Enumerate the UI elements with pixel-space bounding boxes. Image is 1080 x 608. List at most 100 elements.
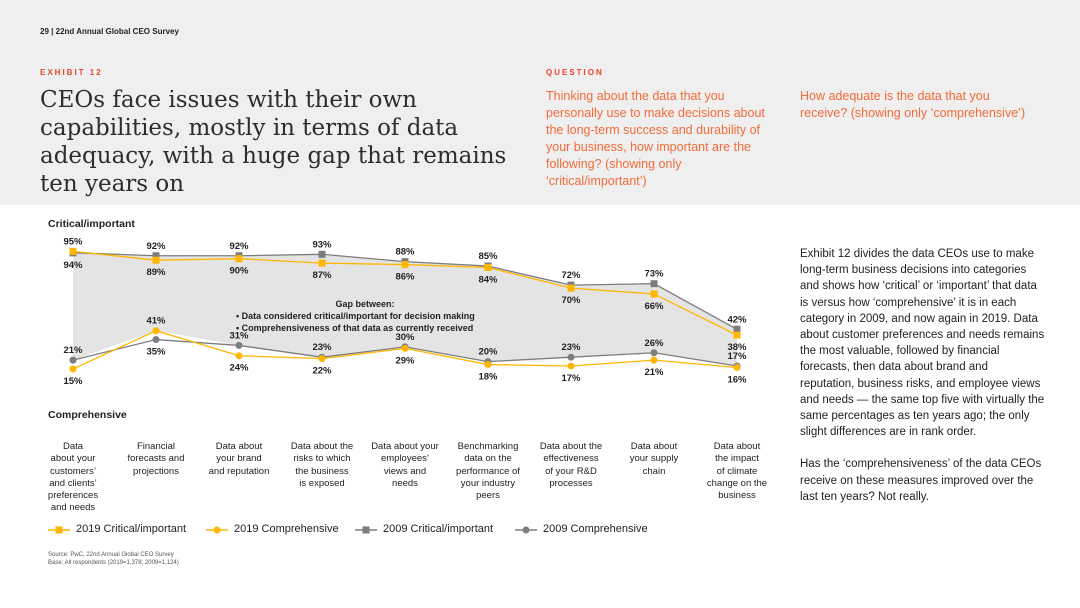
page-meta: 29 | 22nd Annual Global CEO Survey	[40, 27, 179, 36]
data-label: 66%	[644, 301, 664, 312]
data-point	[152, 252, 160, 260]
category-label: Benchmarking data on the performance of you…	[456, 441, 520, 502]
body-paragraph: Has the ‘comprehensiveness’ of the data …	[800, 458, 1042, 503]
legend-label: 2009 Critical/important	[383, 523, 494, 535]
data-label: 30%	[395, 332, 415, 343]
data-point	[567, 353, 575, 361]
question-label: QUESTION	[546, 68, 604, 77]
source-line: Source: PwC, 22nd Annual Global CEO Surv…	[48, 552, 174, 558]
data-point	[401, 344, 409, 352]
data-label: 93%	[312, 239, 332, 250]
data-label: 88%	[395, 247, 415, 258]
page-number: 29	[40, 27, 49, 36]
legend-label: 2019 Comprehensive	[234, 523, 339, 535]
data-label: 22%	[312, 366, 332, 377]
gap-area	[73, 251, 737, 367]
data-point	[650, 290, 658, 298]
category-label: Data about your brand and reputation	[208, 441, 270, 477]
data-label: 23%	[312, 342, 332, 353]
data-label: 95%	[63, 236, 83, 247]
header-band	[0, 0, 1080, 205]
question-text-importance: Thinking about the data that you persona…	[546, 89, 765, 188]
category-label: Data about your supply chain	[629, 441, 679, 477]
legend-label: 2009 Comprehensive	[543, 523, 648, 535]
question-text-adequacy: How adequate is the data that you receiv…	[800, 89, 1026, 120]
data-label: 92%	[229, 241, 249, 252]
data-label: 42%	[727, 314, 747, 325]
category-label: Data about the impact of climate change on …	[706, 441, 768, 502]
data-point	[69, 356, 77, 364]
gap-annotation-line: • Comprehensiveness of that data as curr…	[236, 323, 473, 333]
data-label: 89%	[146, 267, 166, 278]
data-label: 72%	[561, 270, 581, 281]
data-label: 18%	[478, 372, 498, 383]
data-point	[484, 264, 492, 272]
base-line: Base: All respondents (2019=1,378; 2009=…	[48, 560, 179, 566]
data-label: 70%	[561, 295, 581, 306]
data-label: 73%	[644, 269, 664, 280]
data-point	[650, 356, 658, 364]
data-point	[69, 247, 77, 255]
data-label: 20%	[478, 347, 498, 358]
data-point	[235, 255, 243, 263]
data-label: 94%	[63, 260, 83, 271]
data-label: 16%	[727, 374, 747, 385]
data-label: 15%	[63, 376, 83, 387]
exhibit-label: EXHIBIT 12	[40, 68, 103, 77]
data-label: 24%	[229, 363, 249, 374]
category-label: Data about your customers’ and clients’ pref…	[47, 441, 99, 514]
legend-square-marker-icon	[48, 526, 70, 534]
report-title: 22nd Annual Global CEO Survey	[55, 27, 179, 36]
legend-square-marker-icon	[355, 526, 377, 534]
critical-important-label: Critical/important	[48, 218, 135, 230]
data-point	[733, 363, 741, 371]
source-note: Source: PwC, 22nd Annual Global CEO Surv…	[48, 551, 179, 567]
data-point	[152, 336, 160, 344]
legend-label: 2019 Critical/important	[76, 523, 187, 535]
data-label: 90%	[229, 266, 249, 277]
data-point	[235, 352, 243, 360]
data-label: 23%	[561, 342, 581, 353]
page-separator: |	[51, 27, 54, 36]
data-label: 17%	[561, 373, 581, 384]
data-point	[318, 355, 326, 363]
data-point	[484, 361, 492, 369]
data-label: 29%	[395, 355, 415, 366]
data-point	[152, 256, 160, 264]
category-label: Data about the risks to which the business…	[290, 441, 354, 489]
data-point	[733, 325, 741, 333]
data-point	[152, 327, 160, 335]
comprehensive-label: Comprehensive	[48, 409, 127, 421]
data-label: 86%	[395, 272, 415, 283]
data-point	[318, 259, 326, 267]
data-point	[650, 280, 658, 288]
category-label: Data about the effectiveness of your R&D pr…	[539, 441, 603, 489]
data-point	[69, 365, 77, 373]
data-point	[318, 250, 326, 258]
legend-circle-marker-icon	[515, 526, 537, 534]
line-chart: 95% 94% 21% 15% 92% 89% 41% 35% 92% 90% 31% 24% 93% 8…	[48, 218, 747, 421]
data-label: 21%	[644, 367, 664, 378]
data-point	[401, 261, 409, 269]
data-label: 21%	[63, 345, 83, 356]
legend-circle-marker-icon	[206, 526, 228, 534]
data-point	[733, 331, 741, 339]
data-label: 87%	[312, 270, 332, 281]
category-label: Financial forecasts and projections	[127, 441, 185, 477]
data-label: 84%	[478, 275, 498, 286]
body-paragraph: Exhibit 12 divides the data CEOs use to …	[800, 248, 1045, 439]
body-text: Exhibit 12 divides the data CEOs use to …	[800, 246, 1045, 521]
gap-annotation-title: Gap between:	[335, 299, 394, 309]
data-point	[567, 362, 575, 370]
data-label: 26%	[644, 338, 664, 349]
data-label: 17%	[727, 351, 747, 362]
page-title: CEOs face issues with their own capabili…	[40, 87, 507, 197]
data-point	[567, 284, 575, 292]
category-label: Data about your employees’ views and needs	[371, 441, 439, 489]
data-label: 38%	[727, 342, 747, 353]
data-label: 31%	[229, 330, 249, 341]
data-point	[650, 349, 658, 357]
gap-annotation-line: • Data considered critical/important for…	[236, 311, 475, 321]
data-label: 92%	[146, 241, 166, 252]
data-label: 41%	[146, 316, 166, 327]
